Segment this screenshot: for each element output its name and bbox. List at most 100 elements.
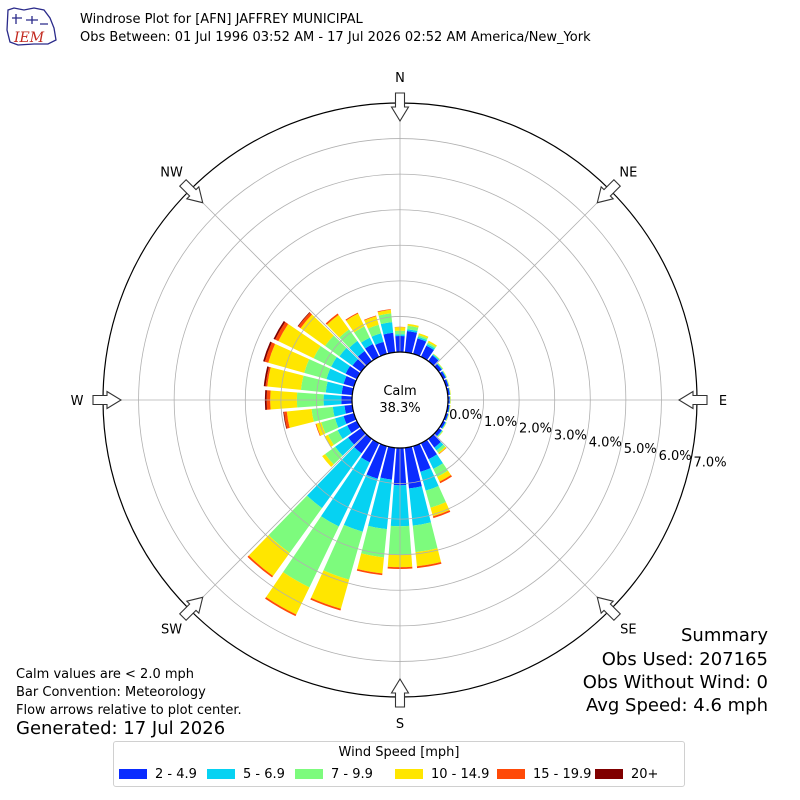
svg-text:IEM: IEM bbox=[13, 30, 45, 46]
legend-label: 2 - 4.9 bbox=[155, 767, 197, 782]
radial-tick-label: 3.0% bbox=[554, 429, 587, 444]
bar-segment-260deg-bin0 bbox=[344, 404, 354, 414]
radial-tick-label: 1.0% bbox=[484, 415, 517, 430]
bar-segment-290deg-bin2 bbox=[304, 359, 331, 380]
bar-segment-130deg-bin1 bbox=[436, 430, 443, 437]
iem-logo: IEM bbox=[4, 4, 64, 52]
bar-segment-190deg-bin2 bbox=[361, 525, 387, 558]
bar-segment-110deg-bin2 bbox=[446, 413, 449, 421]
bar-segment-300deg-bin4 bbox=[275, 322, 289, 342]
bar-segment-240deg-bin0 bbox=[347, 420, 361, 433]
radial-tick-labels: 0.0% 1.0% 2.0% 3.0% 4.0% 5.0% 6.0% 7.0% bbox=[449, 408, 726, 471]
bar-segment-160deg-bin4 bbox=[432, 510, 451, 519]
bar-segment-100deg-bin2 bbox=[448, 405, 451, 413]
bar-segment-310deg-bin1 bbox=[339, 347, 358, 366]
direction-label-nw: NW bbox=[160, 166, 183, 181]
bar-segment-280deg-bin0 bbox=[341, 385, 354, 396]
bar-segment-210deg-bin2 bbox=[283, 516, 339, 588]
bar-segment-280deg-bin3 bbox=[267, 367, 304, 390]
bar-segment-140deg-bin4 bbox=[438, 447, 447, 455]
bar-segment-150deg-bin2 bbox=[433, 463, 448, 477]
bar-segment-220deg-bin1 bbox=[307, 447, 362, 509]
bar-convention-note: Bar Convention: Meteorology bbox=[16, 685, 206, 700]
direction-label-s: S bbox=[396, 717, 404, 732]
bar-segment-330deg-bin1 bbox=[361, 337, 373, 349]
bar-segment-140deg-bin2 bbox=[436, 444, 446, 453]
bar-segment-50deg-bin2 bbox=[437, 363, 443, 370]
bar-segment-40deg-bin2 bbox=[432, 353, 440, 360]
bar-segment-300deg-bin3 bbox=[278, 324, 321, 359]
grid-spoke bbox=[433, 189, 611, 367]
bar-segment-230deg-bin0 bbox=[348, 428, 366, 445]
bar-segment-200deg-bin2 bbox=[323, 524, 363, 580]
bar-segment-150deg-bin4 bbox=[439, 475, 452, 484]
bar-segment-130deg-bin0 bbox=[434, 428, 442, 436]
bar-segment-80deg-bin1 bbox=[448, 387, 451, 395]
bar-segment-60deg-bin3 bbox=[442, 370, 448, 378]
summary-avg-speed: Avg Speed: 4.6 mph bbox=[586, 695, 768, 716]
bar-segment-60deg-bin0 bbox=[439, 371, 446, 380]
bar-segment-350deg-bin0 bbox=[383, 332, 396, 354]
bar-segment-320deg-bin2 bbox=[339, 329, 358, 348]
bar-segment-70deg-bin0 bbox=[443, 379, 449, 387]
bar-segment-120deg-bin0 bbox=[439, 420, 446, 429]
bar-segment-230deg-bin3 bbox=[322, 454, 334, 467]
direction-labels: N NE E SE S SW W NW bbox=[71, 71, 728, 732]
bar-segment-310deg-bin5 bbox=[297, 311, 310, 327]
bar-segment-290deg-bin5 bbox=[263, 341, 272, 362]
bar-segment-140deg-bin3 bbox=[438, 446, 447, 454]
bar-segment-280deg-bin5 bbox=[263, 366, 269, 387]
bar-segment-210deg-bin1 bbox=[321, 457, 370, 527]
bar-segment-240deg-bin2 bbox=[327, 430, 343, 445]
bar-segment-30deg-bin0 bbox=[420, 345, 434, 361]
windrose-bars bbox=[247, 309, 452, 617]
bar-segment-150deg-bin0 bbox=[420, 439, 437, 460]
bar-segment-230deg-bin1 bbox=[335, 437, 355, 456]
legend-label: 20+ bbox=[631, 767, 659, 782]
bar-segment-330deg-bin2 bbox=[354, 326, 370, 343]
bar-segment-110deg-bin1 bbox=[445, 413, 449, 421]
legend-label: 10 - 14.9 bbox=[431, 767, 490, 782]
bar-segment-60deg-bin1 bbox=[442, 371, 447, 378]
bar-segment-350deg-bin2 bbox=[378, 313, 393, 325]
summary-heading: Summary bbox=[681, 625, 768, 646]
bar-segment-50deg-bin1 bbox=[436, 363, 443, 370]
bar-segment-100deg-bin3 bbox=[448, 405, 451, 413]
bar-segment-320deg-bin1 bbox=[349, 340, 365, 357]
bar-segment-210deg-bin0 bbox=[361, 439, 380, 463]
summary-obs-without-wind: Obs Without Wind: 0 bbox=[582, 672, 768, 693]
legend-swatch bbox=[497, 768, 525, 779]
bar-segment-80deg-bin2 bbox=[448, 387, 451, 395]
direction-label-e: E bbox=[719, 394, 727, 409]
legend-item: 5 - 6.9 bbox=[207, 767, 285, 782]
grid-spoke bbox=[189, 189, 367, 367]
radial-tick-label: 4.0% bbox=[589, 435, 622, 450]
bar-segment-160deg-bin2 bbox=[425, 485, 446, 508]
bar-segment-130deg-bin2 bbox=[437, 430, 443, 437]
bar-segment-340deg-bin3 bbox=[364, 316, 379, 329]
direction-arrows bbox=[92, 92, 708, 708]
bar-segment-120deg-bin2 bbox=[442, 422, 447, 429]
bar-segment-40deg-bin3 bbox=[433, 353, 440, 360]
bar-segment-250deg-bin1 bbox=[334, 415, 347, 428]
legend: Wind Speed [mph] 2 - 4.9 5 - 6.9 7 - 9.9 10… bbox=[113, 741, 685, 787]
bar-segment-160deg-bin1 bbox=[420, 468, 439, 491]
bar-segment-220deg-bin2 bbox=[268, 495, 322, 553]
direction-arrow-s bbox=[390, 677, 410, 708]
bar-segment-170deg-bin1 bbox=[408, 486, 431, 526]
bar-segment-120deg-bin1 bbox=[441, 421, 447, 429]
bar-segment-160deg-bin3 bbox=[430, 502, 450, 517]
bar-segment-240deg-bin3 bbox=[324, 434, 334, 447]
bar-segment-230deg-bin2 bbox=[325, 446, 343, 465]
direction-arrow-n bbox=[390, 92, 410, 123]
bar-segment-40deg-bin1 bbox=[432, 354, 440, 361]
bar-segment-80deg-bin3 bbox=[449, 387, 451, 395]
bar-segment-50deg-bin0 bbox=[434, 364, 442, 372]
bar-segment-10deg-bin3 bbox=[407, 323, 419, 328]
bar-segment-200deg-bin4 bbox=[310, 597, 341, 611]
bar-segment-170deg-bin2 bbox=[412, 522, 438, 553]
direction-label-sw: SW bbox=[161, 622, 182, 637]
bar-segment-190deg-bin3 bbox=[357, 553, 385, 574]
bar-segment-210deg-bin4 bbox=[265, 597, 297, 617]
legend-item: 20+ bbox=[595, 767, 658, 782]
